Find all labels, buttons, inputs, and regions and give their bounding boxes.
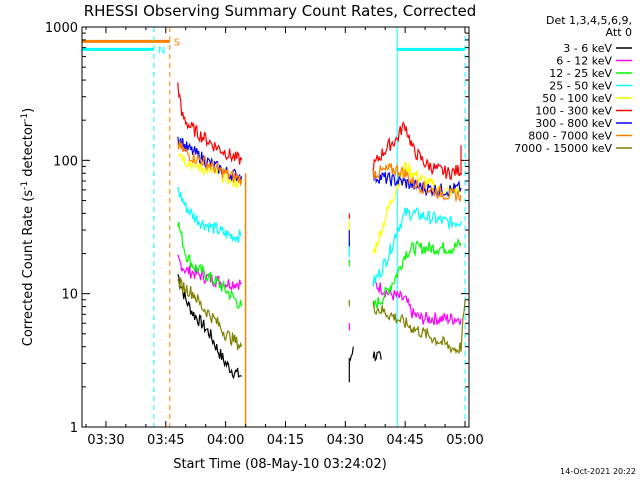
series-5 [177,82,462,219]
x-tick-label-1: 03:45 [147,433,184,448]
legend-header-attenuator: Att 0 [606,26,632,39]
y-tick-label-2: 100 [53,154,78,169]
y-tick-label-3: 1000 [45,21,78,36]
series-0-segment-0 [177,274,242,380]
series-2 [177,221,462,309]
legend-label-7: 800 - 7000 keV [528,130,612,143]
y-tick-label-0: 1 [70,421,78,436]
series-8-segment-0 [177,276,243,351]
x-tick-label-5: 04:45 [386,433,423,448]
timestamp: 14-Oct-2021 20:22 [560,467,636,476]
series-0-segment-1 [348,346,354,383]
series-0-segment-2 [372,350,382,362]
y-axis: 1 10 100 1000 [45,21,469,436]
chart-title: RHESSI Observing Summary Count Rates, Co… [84,2,477,20]
legend-label-2: 12 - 25 keV [549,67,612,80]
y-axis-label-sup2: -1 [20,113,30,122]
legend-label-5: 100 - 300 keV [535,105,612,118]
series-4-segment-0 [177,152,243,189]
legend-label-3: 25 - 50 keV [549,80,612,93]
x-tick-label-0: 03:30 [87,433,124,448]
series-4 [177,152,462,254]
y-axis-label-mid: detector [21,121,36,181]
series-8 [177,276,466,355]
series-8-segment-2 [372,299,466,355]
y-axis-label: Corrected Count Rate (s-1 detector-1) [20,108,36,346]
legend-label-4: 50 - 100 keV [542,92,612,105]
x-axis-label: Start Time (08-May-10 03:24:02) [173,457,387,472]
plot-frame [81,26,470,428]
series-7-segment-0 [177,140,243,186]
series-3-segment-0 [177,186,243,243]
series-6-segment-0 [177,136,243,182]
x-tick-label-4: 04:30 [327,433,364,448]
series-1-segment-2 [372,277,462,326]
series-5-segment-2 [372,121,462,181]
series-2-segment-2 [372,237,462,309]
x-tick-label-3: 04:15 [267,433,304,448]
legend-label-1: 6 - 12 keV [556,55,612,68]
series-6 [177,136,462,247]
series-1 [177,254,462,331]
y-axis-label-sup1: -1 [20,181,30,190]
legend-label-6: 300 - 800 keV [535,117,612,130]
series-7 [177,140,462,203]
series-6-segment-2 [372,171,462,198]
y-axis-label-main: Corrected Count Rate (s [21,190,36,347]
x-tick-label-2: 04:00 [207,433,244,448]
x-tick-label-6: 05:00 [446,433,483,448]
series-3-segment-2 [372,206,462,287]
series-4-segment-2 [372,161,462,254]
series-0 [177,274,382,383]
y-tick-label-1: 10 [61,288,78,303]
x-axis: 03:30 03:45 04:00 04:15 04:30 04:45 05:00 [85,27,484,448]
legend-label-0: 3 - 6 keV [563,42,612,55]
legend-label-8: 7000 - 15000 keV [514,142,612,155]
legend-header-detectors: Det 1,3,4,5,6,9, [546,14,632,27]
flag-label-1: N [158,45,165,56]
series-7-segment-2 [372,161,462,203]
series-3 [177,186,462,287]
flag-label-0: S [174,37,180,48]
plot-area: SN [82,27,466,427]
series-5-segment-0 [177,82,243,165]
y-axis-label-end: ) [21,108,36,113]
series-2-segment-0 [177,221,243,309]
